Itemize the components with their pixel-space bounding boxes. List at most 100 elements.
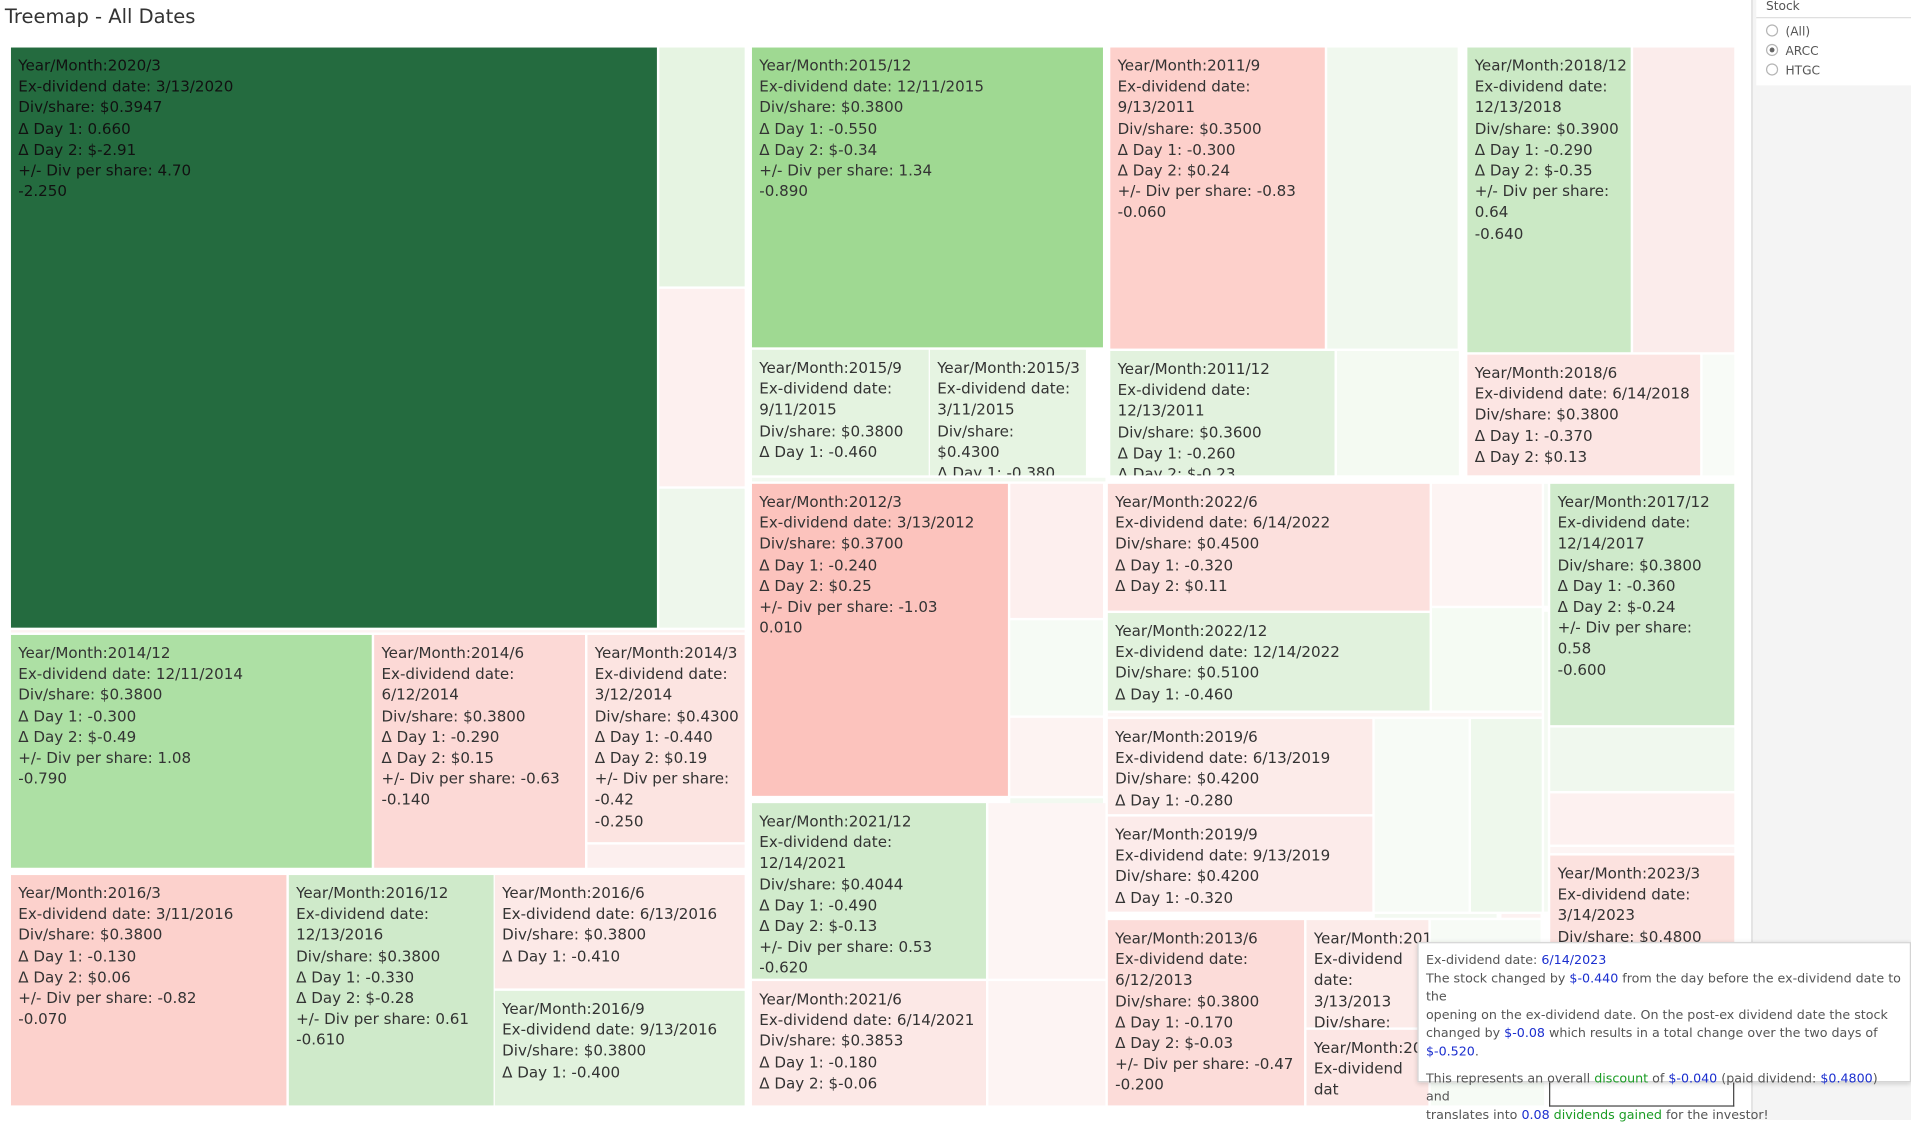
tile-label-line: Δ Day 2: $-0.24 [1557, 597, 1676, 616]
tile-label: Year/Month:2014/6 Ex-dividend date: 6/12/2… [381, 642, 580, 810]
treemap-tile-small[interactable] [1550, 727, 1735, 791]
treemap-tile-small[interactable] [1432, 608, 1542, 711]
tile-label-line: Year/Month:2012/3 [759, 492, 902, 511]
tile-label-line: Δ Day 2: $-0.13 [759, 916, 878, 935]
filter-option-htgc[interactable]: HTGC [1765, 63, 1820, 80]
tile-label-line: Year/Month:2019/6 [1115, 727, 1258, 746]
treemap-tile-small[interactable] [1336, 351, 1459, 476]
filter-divider [1756, 17, 1911, 19]
tile-label-line: Ex-dividend date: 9/13/2016 [502, 1020, 718, 1039]
treemap-tile-small[interactable] [1374, 719, 1469, 912]
treemap-tile-small[interactable] [1550, 793, 1735, 845]
treemap-tile[interactable]: Year/Month:2020/3 Ex-dividend date: 3/13/… [10, 47, 657, 628]
filter-option-all[interactable]: (All) [1765, 24, 1810, 41]
treemap-tile[interactable]: Year/Month:2016/9 Ex-dividend date: 9/13/… [494, 990, 745, 1106]
treemap-tile-small[interactable] [1374, 914, 1497, 918]
treemap-tile[interactable]: Year/Month:2018/12 Ex-dividend date: 12/13… [1467, 47, 1631, 353]
treemap-tile[interactable]: Year/Month:2011/9 Ex-dividend date: 9/13/… [1110, 47, 1325, 349]
filter-option-label: ARCC [1785, 45, 1819, 59]
tooltip-text: of [1648, 1071, 1669, 1086]
tile-label-line: Year/Month:2021/12 [759, 811, 912, 830]
treemap-tile[interactable]: Year/Month:20 Ex-dividend dat12/12/2013 [1306, 1029, 1429, 1106]
tile-label-line: 12/14/2017 [1557, 534, 1645, 553]
treemap-tile-small[interactable] [751, 477, 1106, 482]
tile-label-line: Ex-dividend date: 6/14/2018 [1474, 384, 1690, 403]
treemap-tile[interactable]: Year/Month:2016/6 Ex-dividend date: 6/13/… [494, 875, 745, 989]
tooltip-highlight: dividends gained [1549, 1107, 1662, 1123]
tile-label: Year/Month:2013/6 Ex-dividend date: 6/12/2… [1115, 927, 1299, 1095]
treemap-tile[interactable]: Year/Month:2015/12 Ex-dividend date: 12/1… [751, 47, 1103, 348]
tile-label-line: +/- Div per share: 0.61 [296, 1009, 469, 1028]
tile-label-line: -0.060 [1117, 202, 1167, 222]
treemap-tile-small[interactable] [1501, 914, 1541, 918]
tile-label-line: Δ Day 2: $0.13 [1474, 447, 1588, 466]
treemap-tile-small[interactable] [10, 630, 745, 633]
treemap-tile[interactable]: Year/Month:2011/12 Ex-dividend date: 12/1… [1110, 351, 1335, 476]
treemap-tile[interactable]: Year/Month:2014/3 Ex-dividend date: 3/12/2… [587, 634, 745, 843]
tile-label-line: Δ Day 1: -0.300 [1117, 139, 1236, 159]
filter-option-arcc[interactable]: ARCC [1765, 43, 1819, 61]
tile-label-line: Δ Day 1: -0.280 [1115, 790, 1234, 809]
treemap-tile[interactable]: Year/Month:2019/6 Ex-dividend date: 6/13/… [1107, 719, 1373, 815]
treemap-tile[interactable]: Year/Month:2021/12 Ex-dividend date: 12/1… [751, 803, 986, 979]
treemap-tile-small[interactable] [659, 288, 745, 487]
tooltip-value: $0.4800 [1820, 1071, 1873, 1086]
treemap-tile-small[interactable] [659, 47, 745, 287]
tile-label-line: Div/share: $0.4800 [1557, 926, 1702, 946]
treemap-tile-small[interactable] [1633, 47, 1735, 353]
tile-label-line: -0.610 [296, 1030, 345, 1049]
treemap-tile-small[interactable] [659, 488, 745, 628]
treemap-tile[interactable]: Year/Month:2014/12 Ex-dividend date: 12/1… [10, 634, 372, 868]
treemap-tile-small[interactable] [1702, 354, 1735, 476]
treemap-tile[interactable]: Year/Month:2015/9 Ex-dividend date: 9/11/2… [751, 349, 929, 476]
treemap-tile[interactable]: Year/Month:2017/12 Ex-dividend date: 12/14… [1550, 483, 1735, 726]
tile-label-line: Ex-dividend date: 6/14/2022 [1115, 513, 1331, 532]
tooltip-text: translates into [1425, 1107, 1522, 1123]
tile-label-line: Δ Day 2: $0.11 [1115, 576, 1228, 595]
tile-label-line: Year/Month:2016/3 [18, 883, 161, 902]
treemap-tile[interactable]: Year/Month:2016/12 Ex-dividend date: 12/13… [288, 875, 494, 1106]
tile-label: Year/Month:20 Ex-dividend dat12/12/2013 [1314, 1037, 1424, 1105]
treemap-tile[interactable]: Year/Month:2013/6 Ex-dividend date: 6/12/2… [1107, 920, 1305, 1106]
treemap-tile-small[interactable] [1471, 719, 1542, 912]
treemap-tile-small[interactable] [1010, 717, 1103, 796]
tile-label-line: -0.140 [381, 790, 431, 809]
treemap-tile[interactable]: Year/Month:2015/3 Ex-dividend date: 3/11/2… [929, 349, 1086, 476]
tile-label-line: Δ Day 2: $0.15 [381, 748, 494, 767]
treemap-tile-small[interactable] [1327, 47, 1458, 349]
tile-label-line: Ex-dividend date: 3/13/2020 [18, 77, 234, 96]
tile-label-line: Div/share: $0.4500 [1115, 534, 1260, 553]
treemap-tile[interactable]: Year/Month:2016/3 Ex-dividend date: 3/11/… [10, 875, 287, 1106]
tile-label: Year/Month:2022/12 Ex-dividend date: 12/1… [1115, 620, 1425, 704]
treemap-tile-small[interactable] [988, 803, 1106, 979]
tile-label-line: Div/share: $0.4300 [594, 706, 739, 725]
tile-label-line: Div/share: $0.3853 [759, 1031, 904, 1050]
tooltip-value: $-0.040 [1668, 1071, 1718, 1086]
tile-label-line: -0.790 [18, 769, 67, 788]
treemap-tile[interactable]: Year/Month:2013/3 Ex-dividend date: 3/13/2… [1306, 920, 1429, 1028]
treemap-tile-small[interactable] [988, 981, 1106, 1106]
treemap-tile-small[interactable] [1432, 483, 1542, 606]
tile-label-line: 9/11/2015 [759, 400, 837, 419]
tile-label-line: +/- Div per share: 1.08 [18, 748, 192, 767]
tile-label-line: 12/13/2016 [296, 925, 384, 944]
treemap-tile-small[interactable] [1107, 712, 1542, 717]
treemap-tile[interactable]: Year/Month:2022/6 Ex-dividend date: 6/14/… [1107, 483, 1430, 611]
treemap-tile[interactable]: Year/Month:2021/6 Ex-dividend date: 6/14/… [751, 981, 986, 1106]
treemap-tile-small[interactable] [1010, 620, 1103, 716]
tooltip-text: ) and [1425, 1071, 1878, 1105]
treemap-tile-small[interactable] [587, 844, 745, 868]
treemap-tile-small[interactable] [1544, 483, 1548, 606]
tile-label-line: Div/share: $0.4300 [937, 421, 1019, 461]
treemap-tile-small[interactable] [1010, 483, 1103, 618]
treemap-tile[interactable]: Year/Month:2012/3 Ex-dividend date: 3/13/… [751, 483, 1008, 796]
treemap-tile-small[interactable] [1544, 611, 1548, 912]
tile-label-line: Div/share: $0.3 [1313, 1012, 1391, 1028]
tile-label-line: Δ Day 1: -0.290 [381, 727, 500, 746]
tooltip-text: from the day before the ex-dividend date… [1425, 971, 1901, 1005]
treemap-tile[interactable]: Year/Month:2014/6 Ex-dividend date: 6/12/2… [374, 634, 585, 868]
treemap-tile[interactable]: Year/Month:2019/9 Ex-dividend date: 9/13/… [1107, 816, 1373, 912]
treemap-tile[interactable]: Year/Month:2018/6 Ex-dividend date: 6/14/… [1467, 354, 1701, 476]
treemap-tile-small[interactable] [1550, 847, 1735, 854]
treemap-tile[interactable]: Year/Month:2022/12 Ex-dividend date: 12/1… [1107, 613, 1430, 711]
